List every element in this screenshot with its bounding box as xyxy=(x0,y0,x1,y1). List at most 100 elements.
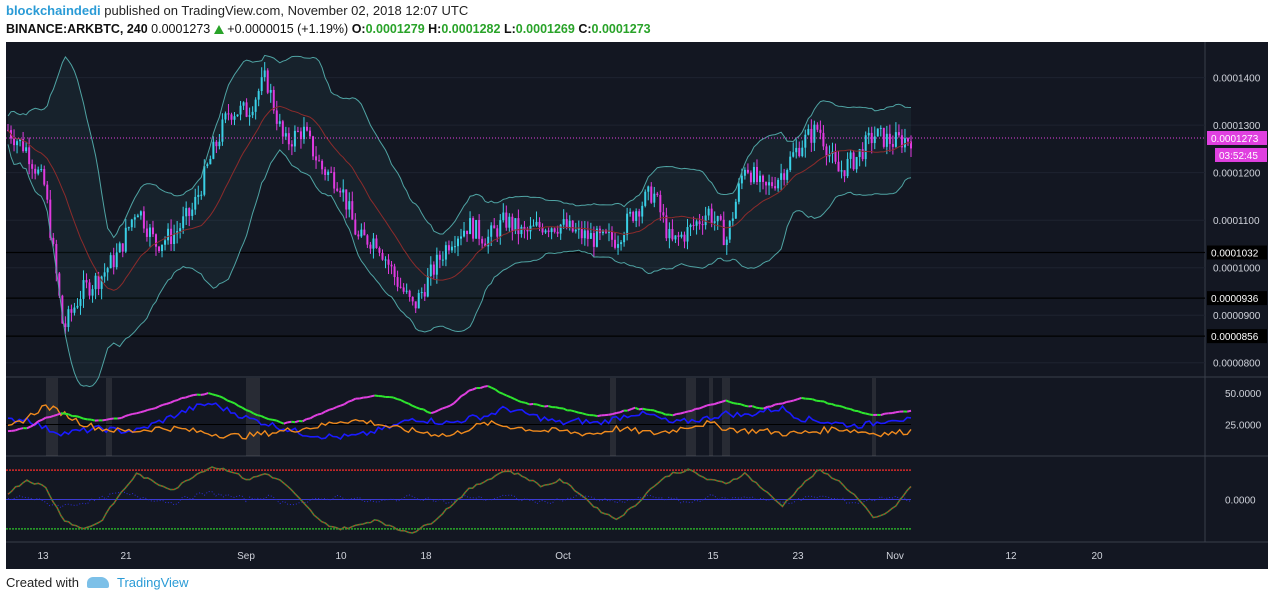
candle-body xyxy=(695,221,698,226)
dmi-highlight-band xyxy=(106,378,112,456)
adx-segment xyxy=(249,410,255,415)
candle-body xyxy=(737,183,740,202)
candle-body xyxy=(55,244,58,274)
candle-body xyxy=(118,243,121,253)
candle-body xyxy=(544,230,547,233)
candle-body xyxy=(571,220,574,232)
candle-body xyxy=(61,295,64,324)
adx-segment xyxy=(396,398,402,402)
candle-body xyxy=(408,290,411,297)
candle-body xyxy=(142,211,145,229)
candle-body xyxy=(200,194,203,196)
candle-body xyxy=(290,144,293,147)
adx-segment xyxy=(158,403,164,408)
candle-body xyxy=(327,171,330,175)
candle-body xyxy=(517,218,520,235)
candle-body xyxy=(686,227,689,242)
adx-segment xyxy=(718,400,723,404)
candle-body xyxy=(417,293,420,309)
adx-segment xyxy=(608,413,613,416)
candle-body xyxy=(846,158,849,177)
adx-segment xyxy=(468,388,473,392)
dmi-highlight-band xyxy=(246,378,260,456)
candle-body xyxy=(19,139,22,142)
candle-body xyxy=(13,138,16,146)
candle-body xyxy=(203,166,206,195)
low-value: 0.0001269 xyxy=(515,22,575,36)
adx-segment xyxy=(219,395,224,399)
chart-area[interactable]: 0.0001400 0.0001300 0.0001200 0.0001100 0.00… xyxy=(6,42,1268,569)
author-link[interactable]: blockchaindedi xyxy=(6,3,101,18)
published-text: published on TradingView.com, November 0… xyxy=(104,3,469,18)
adx-segment xyxy=(672,413,678,417)
candle-body xyxy=(559,224,562,234)
candle-body xyxy=(867,132,870,136)
candle-body xyxy=(133,217,136,220)
price-axis-label: 0.0001400 xyxy=(1213,74,1261,85)
candle-body xyxy=(336,188,339,191)
candle-body xyxy=(535,221,538,226)
candle-body xyxy=(357,234,360,237)
candle-body xyxy=(807,128,810,135)
candle-body xyxy=(740,175,743,184)
candle-body xyxy=(885,133,888,147)
candle-body xyxy=(167,228,170,241)
candle-body xyxy=(556,231,559,234)
candle-body xyxy=(798,147,801,157)
adx-segment xyxy=(725,399,731,403)
candle-body xyxy=(577,228,580,230)
candle-body xyxy=(154,234,157,247)
adx-segment xyxy=(106,417,111,421)
adx-segment xyxy=(438,407,443,412)
adx-segment xyxy=(831,403,836,407)
adx-segment xyxy=(869,413,874,417)
symbol-label[interactable]: BINANCE:ARKBTC, 240 xyxy=(6,22,148,36)
candle-body xyxy=(293,130,296,147)
adx-segment xyxy=(313,413,319,418)
candle-body xyxy=(161,244,164,252)
adx-segment xyxy=(513,398,519,402)
adx-segment xyxy=(464,389,470,395)
adx-segment xyxy=(453,399,459,405)
candle-body xyxy=(801,147,804,157)
adx-segment xyxy=(381,395,387,399)
adx-segment xyxy=(483,385,489,388)
adx-segment xyxy=(411,404,417,409)
candle-body xyxy=(635,211,638,221)
candle-body xyxy=(903,138,906,148)
adx-segment xyxy=(166,401,171,405)
tradingview-link[interactable]: TradingView xyxy=(116,575,189,590)
candle-body xyxy=(414,301,417,309)
adx-segment xyxy=(102,418,107,422)
candle-body xyxy=(638,211,641,217)
adx-segment xyxy=(309,415,315,420)
candle-body xyxy=(586,230,589,239)
adx-segment xyxy=(737,402,742,406)
candle-body xyxy=(825,146,828,157)
chart-canvas[interactable]: 0.0001400 0.0001300 0.0001200 0.0001100 0.00… xyxy=(6,42,1268,569)
adx-segment xyxy=(479,385,485,389)
adx-segment xyxy=(37,418,43,423)
adx-segment xyxy=(744,404,749,408)
adx-segment xyxy=(823,400,829,405)
adx-segment xyxy=(574,410,579,414)
candle-body xyxy=(239,105,242,115)
candle-body xyxy=(493,225,496,229)
candle-body xyxy=(771,182,774,187)
candle-body xyxy=(37,169,40,174)
candle-body xyxy=(384,259,387,261)
adx-segment xyxy=(891,411,897,415)
adx-segment xyxy=(755,406,761,410)
adx-segment xyxy=(207,392,213,396)
adx-segment xyxy=(570,409,575,413)
adx-segment xyxy=(857,410,863,414)
adx-segment xyxy=(26,425,32,430)
open-label: O: xyxy=(351,22,366,36)
candle-body xyxy=(665,215,668,239)
candle-body xyxy=(426,276,429,297)
candle-body xyxy=(215,141,218,147)
candle-body xyxy=(813,124,816,143)
adx-segment xyxy=(230,400,236,405)
adx-segment xyxy=(283,421,288,425)
candle-body xyxy=(765,181,768,186)
